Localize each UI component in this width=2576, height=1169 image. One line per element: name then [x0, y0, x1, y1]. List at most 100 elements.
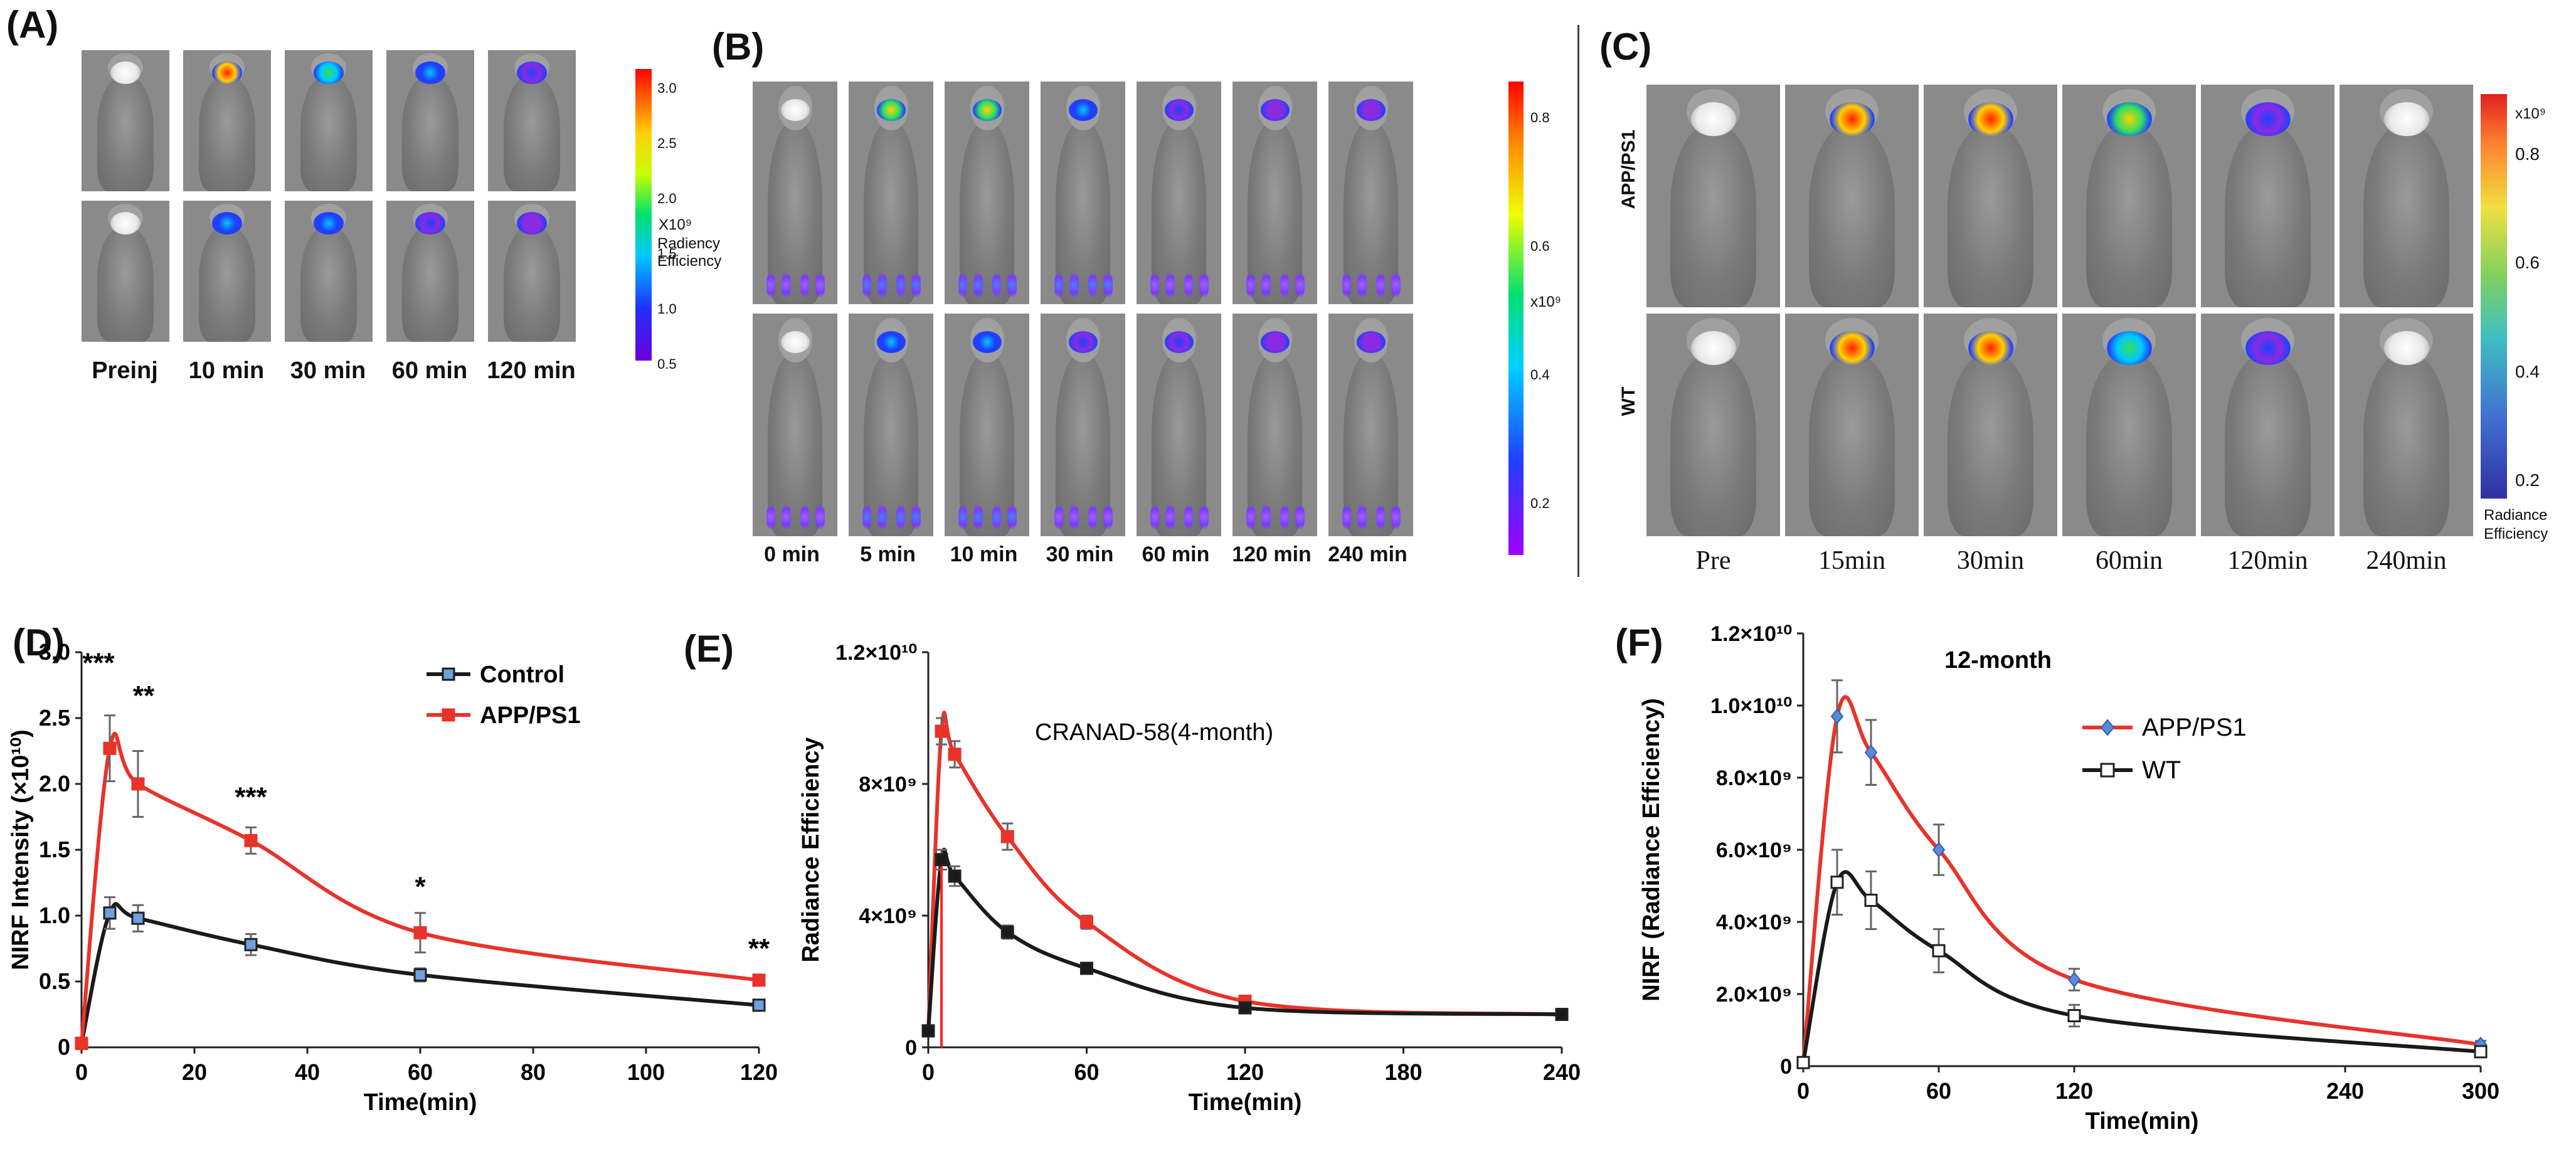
x-tick-label: 120 [2055, 1078, 2093, 1104]
x-tick-label: 300 [2462, 1078, 2499, 1104]
data-point [131, 911, 145, 925]
timepoint-caption: 0 min [764, 542, 820, 566]
x-tick-label: 240 [2326, 1078, 2364, 1104]
data-point [244, 938, 258, 951]
mouse-image [82, 50, 169, 191]
mouse-image [945, 82, 1029, 304]
significance-marker: *** [82, 648, 115, 679]
panel-b-colorbar-unit: x10⁹ [1530, 294, 1561, 310]
y-tick-label: 2.5 [39, 705, 70, 731]
data-point [413, 968, 427, 981]
x-tick-label: 120 [1226, 1059, 1264, 1085]
mouse-image [849, 82, 933, 304]
mouse-image [183, 50, 271, 191]
mouse-image [488, 201, 576, 342]
x-tick-label: 60 [408, 1059, 433, 1085]
colorbar-tick-label: 3.0 [657, 80, 677, 96]
panel-c-row-2 [1646, 314, 2473, 536]
mouse-image [488, 50, 576, 191]
y-tick-label: 8.0×10⁹ [1716, 766, 1792, 790]
timepoint-caption: 30 min [1046, 542, 1114, 566]
data-point [948, 748, 962, 761]
x-axis-label: Time(min) [1189, 1089, 1302, 1116]
y-tick-label: 1.5 [39, 837, 70, 862]
mouse-image [1924, 85, 2057, 307]
timepoint-caption: 120min [2227, 546, 2308, 575]
series-line-app-ps1 [80, 731, 760, 1044]
timepoint-caption: 5 min [860, 542, 916, 566]
data-point [131, 777, 145, 791]
y-tick-label: 4×10⁹ [859, 904, 917, 928]
x-tick-label: 240 [1543, 1059, 1581, 1085]
x-axis-label: Time(min) [364, 1089, 477, 1116]
chart-d: 0 0.5 1.0 1.5 2.0 2.5 3.0 0 20 40 60 80 100 120 Time(m… [8, 639, 778, 1116]
colorbar-tick-label: 0.6 [2515, 253, 2540, 273]
legend-label: APP/PS1 [2142, 714, 2247, 741]
data-point [935, 853, 948, 867]
colorbar-tick-label: 2.0 [657, 191, 677, 206]
series-line-app-ps1 [1801, 695, 2481, 1063]
y-tick-label: 2.0 [39, 771, 70, 796]
legend-label: WT [2142, 756, 2181, 784]
mouse-image [1232, 314, 1317, 536]
data-point [752, 973, 766, 987]
mouse-image [1785, 85, 1919, 307]
colorbar-tick-label: 0.2 [1530, 495, 1550, 511]
y-tick-label: 1.2×10¹⁰ [835, 641, 917, 665]
panel-a-colorbar [635, 69, 652, 361]
timepoint-caption: 30 min [290, 357, 366, 384]
timepoint-caption: 15min [1818, 546, 1886, 575]
mouse-image [753, 82, 837, 304]
legend-marker [2100, 763, 2115, 778]
mouse-image [82, 201, 169, 342]
timepoint-caption: 10 min [950, 542, 1018, 566]
x-tick-label: 120 [740, 1059, 778, 1085]
mouse-image [386, 201, 474, 342]
mouse-image [1646, 314, 1780, 536]
x-axis-label: Time(min) [2086, 1108, 2199, 1135]
colorbar-tick-label: 0.8 [2515, 144, 2540, 164]
x-tick-label: 0 [922, 1059, 935, 1085]
timepoint-caption: Preinj [92, 357, 158, 384]
y-tick-label: 1.0×10¹⁰ [1710, 694, 1792, 718]
panel-b-row-1 [753, 82, 1413, 304]
mouse-image [2340, 314, 2473, 536]
mouse-image [1646, 85, 1780, 307]
mouse-image [2062, 314, 2196, 536]
colorbar-tick-label: 1.5 [657, 246, 677, 262]
colorbar-tick-label: 0.4 [1530, 367, 1550, 383]
data-point [1080, 961, 1093, 975]
timepoint-caption: 30min [1956, 546, 2025, 575]
colorbar-tick-label: 0.4 [2515, 361, 2540, 381]
timepoint-caption: 120 min [1232, 542, 1312, 566]
panel-label-a: (A) [6, 4, 59, 46]
data-point [752, 998, 766, 1012]
mouse-image [849, 314, 933, 536]
panel-a-colorbar-title-1: Radiency [657, 235, 721, 252]
colorbar-tick-label: 0.5 [657, 356, 677, 372]
x-tick-label: 0 [1797, 1078, 1810, 1104]
row-label-wt: WT [1618, 386, 1639, 416]
data-point [2067, 1009, 2081, 1022]
x-tick-label: 80 [521, 1059, 546, 1085]
x-tick-label: 20 [182, 1059, 207, 1085]
chart-title: 12-month [1944, 647, 2052, 674]
chart-f: 0 2.0×10⁹ 4.0×10⁹ 6.0×10⁹ 8.0×10⁹ 1.0×10¹⁰ 1.2… [1638, 622, 2499, 1135]
mouse-image [1041, 82, 1125, 304]
mouse-image [1232, 82, 1317, 304]
panel-a-row-1 [82, 50, 576, 191]
data-point [103, 741, 117, 755]
mouse-image [1137, 314, 1221, 536]
panel-c-colorbar-unit: x10⁹ [2515, 105, 2546, 122]
timepoint-caption: Pre [1695, 546, 1731, 575]
series-line-app-ps1 [926, 711, 1562, 1031]
chart-e: 0 4×10⁹ 8×10⁹ 1.2×10¹⁰ 0 60 120 180 240 Time(min)… [798, 641, 1581, 1116]
data-point [1830, 708, 1844, 724]
x-tick-label: 60 [1926, 1078, 1951, 1104]
data-point [935, 724, 948, 738]
mouse-image [285, 201, 373, 342]
colorbar-tick-label: 0.8 [1530, 110, 1550, 125]
panel-divider [1577, 25, 1579, 577]
panel-a-row-2 [82, 201, 576, 342]
legend-label: Control [480, 662, 564, 688]
